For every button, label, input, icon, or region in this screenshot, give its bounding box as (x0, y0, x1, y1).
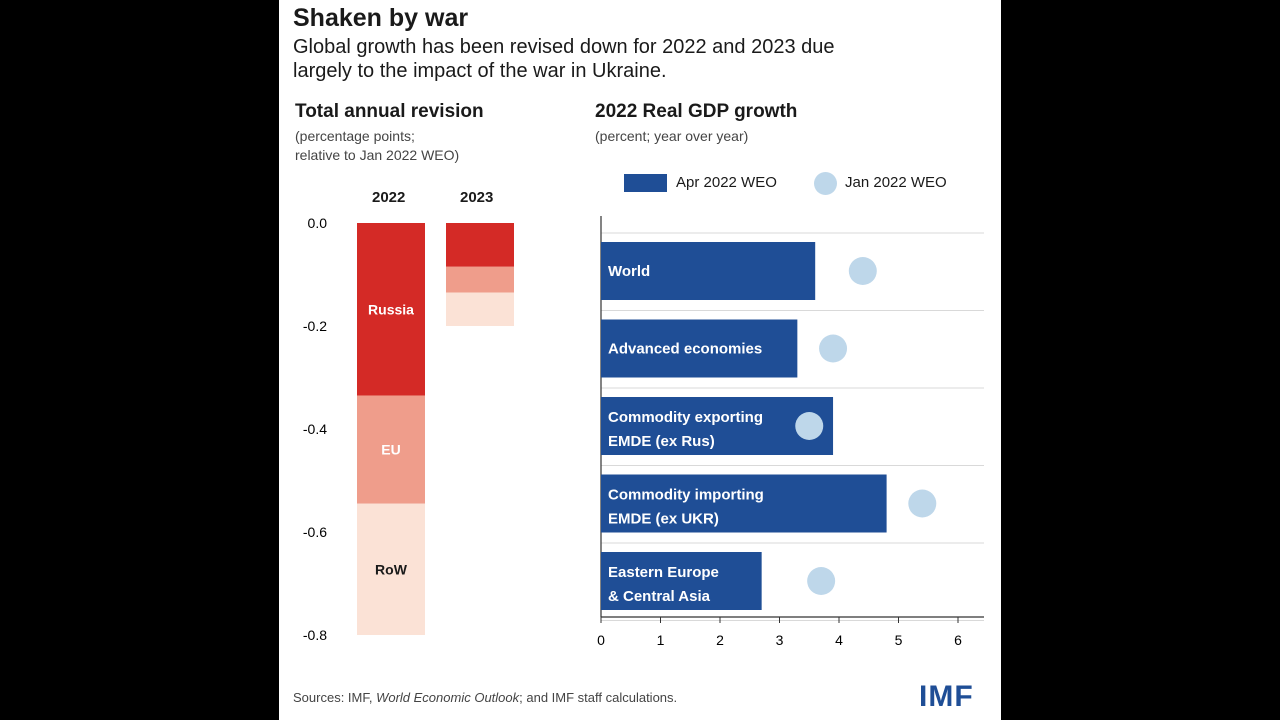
year-label-2022: 2022 (372, 189, 406, 206)
bar-eu-2022 (357, 395, 425, 504)
category-label: EMDE (ex Rus) (608, 433, 715, 450)
legend-jan-label: Jan 2022 WEO (845, 174, 947, 191)
x-tick-label: 0 (597, 632, 605, 648)
x-tick-label: 3 (776, 632, 784, 648)
right-chart-title: 2022 Real GDP growth (595, 101, 798, 122)
category-label: Commodity exporting (608, 409, 763, 426)
category-label: & Central Asia (608, 588, 711, 605)
bar-apr-2022 (601, 319, 798, 378)
x-tick-label: 2 (716, 632, 724, 648)
left-chart-title: Total annual revision (295, 101, 484, 122)
y-tick-label: -0.4 (303, 421, 327, 437)
legend-apr-swatch (624, 174, 667, 192)
dot-jan-2022 (807, 567, 836, 595)
segment-label-eu: EU (381, 442, 400, 458)
x-tick-label: 5 (895, 632, 903, 648)
y-tick-label: 0.0 (308, 215, 328, 231)
dot-jan-2022 (819, 334, 848, 363)
bar-apr-2022 (601, 474, 887, 533)
dot-jan-2022 (795, 412, 824, 440)
year-label-2023: 2023 (460, 189, 494, 206)
dot-jan-2022 (848, 257, 877, 285)
legend-jan-swatch (814, 172, 837, 195)
left-chart-subtitle-1: (percentage points; (295, 128, 415, 144)
bar-row-2023 (446, 292, 514, 326)
chart-title: Shaken by war (293, 4, 469, 32)
bar-apr-2022 (601, 552, 762, 610)
bar-apr-2022 (601, 397, 834, 455)
bar-eu-2023 (446, 266, 514, 293)
dot-jan-2022 (908, 489, 937, 518)
segment-label-row: RoW (375, 561, 408, 577)
category-label: Commodity importing (608, 487, 764, 504)
category-label: EMDE (ex UKR) (608, 511, 719, 528)
x-tick-label: 6 (954, 632, 962, 648)
left-chart-subtitle-2: relative to Jan 2022 WEO) (295, 147, 460, 163)
subtitle-line-2: largely to the impact of the war in Ukra… (293, 60, 667, 82)
category-label: Eastern Europe (608, 564, 719, 581)
source-prefix: Sources: IMF, (293, 690, 377, 705)
gdp-growth-chart: 0 1 2 3 4 5 6 World Advanced economies Commodity … (597, 216, 984, 648)
legend-apr-label: Apr 2022 WEO (676, 174, 777, 191)
segment-label-russia: Russia (368, 301, 414, 317)
right-chart-subtitle: (percent; year over year) (595, 128, 749, 144)
bar-apr-2022 (601, 242, 816, 300)
source-suffix: ; and IMF staff calculations. (519, 690, 678, 705)
y-tick-label: -0.2 (303, 318, 327, 334)
x-tick-label: 1 (657, 632, 665, 648)
bar-russia-2022 (357, 223, 425, 396)
y-tick-label: -0.6 (303, 524, 327, 540)
y-tick-label: -0.8 (303, 627, 327, 643)
chart-panel: Shaken by war Global growth has been rev… (279, 0, 1001, 720)
imf-logo: IMF (919, 680, 974, 713)
revision-stacked-chart: 0.0 -0.2 -0.4 -0.6 -0.8 Russia EU RoW (303, 215, 514, 643)
source-title: World Economic Outlook (376, 690, 520, 705)
category-label: World (608, 263, 650, 280)
subtitle-line-1: Global growth has been revised down for … (293, 36, 835, 58)
category-label: Advanced economies (608, 341, 762, 358)
bar-row-2022 (357, 503, 425, 635)
bar-russia-2023 (446, 223, 514, 267)
source-note: Sources: IMF, World Economic Outlook; an… (293, 690, 677, 705)
x-tick-label: 4 (835, 632, 843, 648)
